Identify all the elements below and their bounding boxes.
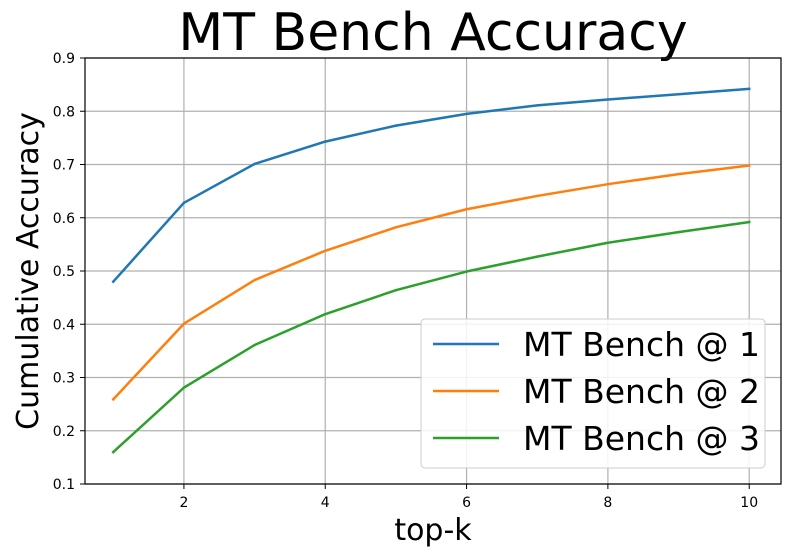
axis-layer: 2 4 6 8 10 0.1 0.2 0.3 0.4 0.5 0.6 0.7 0.8 0.9 [53,51,782,511]
y-tick-label: 0.8 [53,104,75,120]
y-tick-label: 0.1 [53,477,75,493]
series-3-point [536,255,539,258]
y-tick-label: 0.4 [53,317,75,333]
series-1-point [253,162,256,166]
y-axis-label: Cumulative Accuracy [11,112,46,430]
series-2-point [253,278,256,282]
series-1-point [606,98,610,101]
x-axis-label: top-k [394,513,472,548]
y-tick-label: 0.7 [53,158,75,174]
x-tick-label: 2 [179,495,188,511]
series-3-point [112,450,115,454]
series-1-point [677,93,680,96]
series-1-point [182,201,186,205]
series-layer [111,87,751,454]
series-2-point [394,226,398,229]
series-2-point [536,194,539,198]
x-tick-label: 8 [603,495,612,511]
series-2-point [677,172,680,176]
y-tick-label: 0.5 [53,264,75,280]
series-3-point [394,288,398,292]
series-1-point [748,87,751,91]
series-2-point [748,164,751,167]
series-3-point [253,343,256,347]
y-tick-label: 0.9 [53,51,75,67]
series-3-point [182,386,186,389]
x-tick-label: 10 [740,495,758,511]
series-2-point [606,183,610,186]
series-1-point [394,124,398,127]
series-line-2 [111,164,751,402]
x-tick-label: 4 [321,495,330,511]
series-3-point [324,312,327,316]
series-2-point [324,249,327,252]
legend-label-mt-bench-2: MT Bench @ 2 [523,372,760,411]
y-tick-label: 0.2 [53,424,75,440]
series-3-point [748,220,751,224]
series-1-point [112,280,115,283]
series-1-point [465,112,468,116]
chart-title: MT Bench Accuracy [178,3,687,63]
legend-label-mt-bench-3: MT Bench @ 3 [523,419,760,458]
y-tick-label: 0.6 [53,211,75,227]
series-3-point [606,241,610,244]
series-2-point [465,208,468,211]
series-3-point [677,230,680,234]
legend: MT Bench @ 1 MT Bench @ 2 MT Bench @ 3 [420,318,766,469]
series-3-point [465,270,468,273]
legend-label-mt-bench-1: MT Bench @ 1 [523,325,760,364]
legend-box [420,318,766,469]
series-2-point [182,322,186,325]
y-tick-label: 0.3 [53,371,75,387]
series-2-point [112,398,115,401]
series-line-1 [111,87,751,284]
x-tick-label: 6 [462,495,471,511]
series-line-3 [111,220,751,454]
series-1-point [536,104,539,107]
series-1-point [324,140,327,143]
